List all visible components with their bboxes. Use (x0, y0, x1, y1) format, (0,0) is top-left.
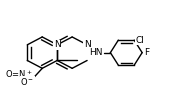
Text: N: N (84, 40, 90, 49)
Text: HN: HN (0, 97, 1, 98)
Text: O$^-$: O$^-$ (20, 76, 35, 87)
Text: O=N$^+$: O=N$^+$ (5, 68, 33, 80)
Text: Cl: Cl (136, 36, 145, 45)
Text: NO$_2$: NO$_2$ (0, 97, 1, 98)
Text: N: N (54, 40, 61, 49)
Text: HN: HN (89, 48, 103, 57)
Text: F: F (144, 48, 149, 57)
